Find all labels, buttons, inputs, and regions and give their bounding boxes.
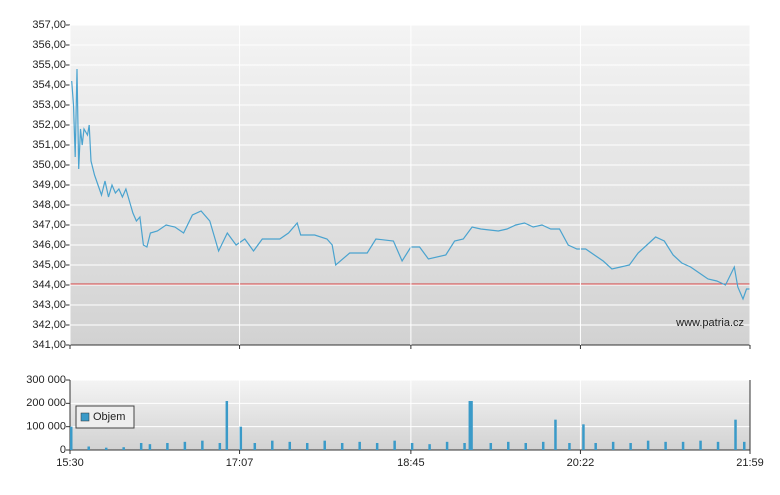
- volume-bar: [122, 447, 125, 450]
- volume-bar: [340, 443, 344, 450]
- volume-bar: [664, 441, 667, 450]
- y-tick-label: 343,00: [32, 299, 66, 311]
- y-tick-label: 354,00: [32, 79, 66, 91]
- price-line: [71, 68, 750, 301]
- volume-bar: [323, 440, 326, 450]
- volume-bar: [470, 401, 473, 450]
- volume-bar: [428, 444, 431, 450]
- y-tick-label: 341,00: [32, 339, 66, 351]
- volume-bar: [681, 441, 685, 450]
- y-tick-label: 351,00: [32, 139, 66, 151]
- volume-bar: [646, 440, 650, 450]
- volume-bar: [445, 441, 449, 450]
- volume-bar: [507, 441, 510, 450]
- y-tick-label: 352,00: [32, 119, 66, 131]
- volume-bar: [104, 447, 108, 450]
- y-tick-label: 357,00: [32, 19, 66, 31]
- volume-bar: [139, 443, 143, 450]
- y-tick-label: 355,00: [32, 59, 66, 71]
- y-tick-label: 342,00: [32, 319, 66, 331]
- y-tick-label: 347,00: [32, 219, 66, 231]
- volume-bar: [183, 441, 187, 450]
- volume-bar: [463, 443, 466, 450]
- volume-bar: [87, 446, 90, 450]
- y-tick-label: 344,00: [32, 279, 66, 291]
- volume-bar: [393, 440, 396, 450]
- y-tick-label: 348,00: [32, 199, 66, 211]
- y-tick-label: 100 000: [26, 421, 66, 433]
- volume-bar: [239, 426, 243, 450]
- volume-plot-area: [70, 380, 750, 450]
- x-tick-label: 15:30: [56, 457, 84, 469]
- volume-bar: [271, 440, 274, 450]
- volume-bar: [288, 441, 292, 450]
- volume-bar: [582, 424, 585, 450]
- y-tick-label: 345,00: [32, 259, 66, 271]
- x-tick-label: 17:07: [226, 457, 254, 469]
- y-tick-label: 350,00: [32, 159, 66, 171]
- legend-box: [75, 405, 135, 429]
- volume-bar: [201, 440, 204, 450]
- y-tick-label: 356,00: [32, 39, 66, 51]
- x-tick-label: 18:45: [397, 457, 425, 469]
- y-tick-label: 0: [60, 444, 66, 456]
- y-tick-label: 300 000: [26, 374, 66, 386]
- x-tick-label: 20:22: [567, 457, 595, 469]
- volume-bar: [70, 426, 73, 450]
- volume-bar: [489, 443, 493, 450]
- volume-bar: [305, 443, 309, 450]
- volume-bar: [524, 443, 527, 450]
- legend-swatch: [80, 412, 90, 422]
- volume-bar: [611, 441, 615, 450]
- volume-bar: [375, 443, 379, 450]
- volume-bar: [253, 443, 257, 450]
- volume-bar: [554, 419, 557, 450]
- volume-bar: [629, 443, 632, 450]
- y-tick-label: 353,00: [32, 99, 66, 111]
- x-tick-label: 21:59: [736, 457, 764, 469]
- volume-bar: [468, 401, 472, 450]
- volume-bar: [734, 419, 737, 450]
- watermark: www.patria.cz: [675, 317, 744, 329]
- volume-bar: [225, 401, 229, 450]
- volume-bar: [358, 441, 361, 450]
- volume-bar: [743, 441, 746, 450]
- y-tick-label: 200 000: [26, 397, 66, 409]
- volume-bar: [410, 443, 414, 450]
- legend-label: Objem: [93, 411, 125, 423]
- volume-bar: [218, 443, 222, 450]
- volume-bar: [166, 443, 169, 450]
- volume-bar: [148, 444, 152, 450]
- volume-bar: [594, 443, 597, 450]
- y-tick-label: 346,00: [32, 239, 66, 251]
- volume-bar: [541, 441, 545, 450]
- volume-bar: [568, 443, 571, 450]
- volume-bar: [699, 440, 702, 450]
- y-tick-label: 349,00: [32, 179, 66, 191]
- volume-bar: [716, 441, 720, 450]
